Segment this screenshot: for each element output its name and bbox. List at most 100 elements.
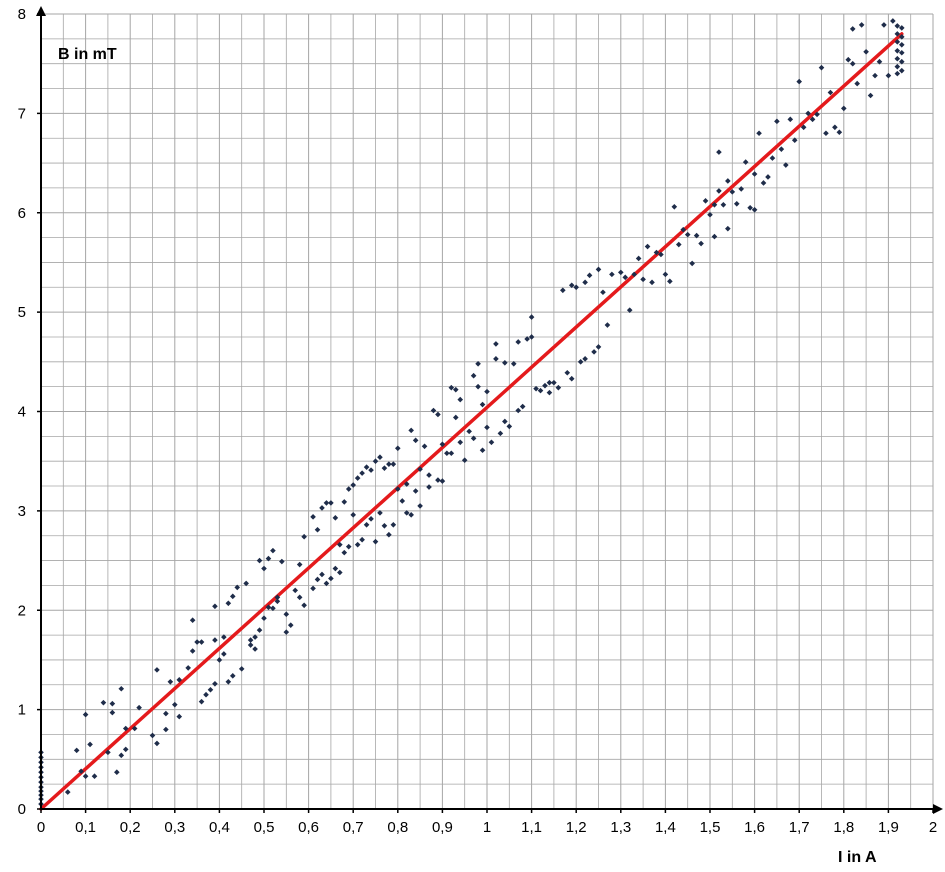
data-point	[898, 49, 905, 56]
data-point	[363, 521, 370, 528]
data-point	[189, 617, 196, 623]
x-tick-label: 0,2	[120, 819, 141, 836]
data-point	[577, 359, 584, 365]
data-point	[332, 565, 339, 572]
data-point	[898, 42, 905, 48]
data-point	[212, 680, 218, 687]
data-point	[546, 379, 553, 386]
x-axis-arrow	[933, 804, 943, 814]
data-point	[408, 427, 414, 434]
data-point	[640, 276, 646, 283]
data-point	[341, 549, 348, 556]
data-point	[163, 710, 169, 717]
data-point	[261, 565, 267, 572]
data-point	[354, 475, 361, 481]
data-point	[832, 124, 838, 131]
data-point	[582, 356, 588, 362]
data-point	[292, 587, 299, 594]
data-point	[452, 386, 459, 393]
data-point	[412, 437, 419, 444]
data-point	[207, 686, 214, 693]
data-point	[841, 105, 847, 112]
data-point	[426, 472, 432, 478]
data-point	[176, 713, 183, 720]
x-tick-label: 1,7	[789, 819, 810, 836]
data-point	[229, 673, 236, 679]
data-point	[827, 89, 834, 96]
data-point	[720, 202, 727, 208]
data-point	[515, 407, 522, 414]
data-point	[350, 512, 356, 518]
data-point	[528, 314, 535, 320]
fit-line-layer	[39, 32, 904, 811]
data-point	[296, 561, 303, 568]
x-tick-label: 1,1	[521, 819, 542, 836]
data-point	[109, 709, 116, 716]
data-point	[417, 466, 423, 472]
x-tick-label: 1,4	[655, 819, 676, 836]
data-point	[591, 349, 597, 355]
data-point	[680, 226, 687, 233]
data-point	[898, 67, 905, 74]
data-point	[154, 667, 160, 673]
data-point	[314, 576, 321, 583]
data-point	[885, 72, 892, 79]
data-point	[372, 458, 379, 464]
data-point	[381, 465, 388, 471]
data-point	[439, 478, 446, 484]
data-point	[319, 505, 325, 511]
data-point	[368, 516, 374, 522]
data-point	[212, 603, 218, 610]
data-point	[323, 500, 330, 506]
data-point	[519, 403, 526, 410]
data-point	[381, 522, 388, 529]
data-point	[337, 569, 343, 576]
data-point	[898, 34, 905, 40]
data-point	[475, 383, 481, 390]
data-point	[270, 605, 276, 612]
data-point	[345, 543, 352, 550]
data-point	[626, 307, 633, 313]
y-tick-label: 6	[18, 205, 26, 222]
data-point	[359, 536, 365, 543]
data-point	[774, 118, 780, 125]
data-point	[198, 639, 205, 645]
data-point	[185, 665, 191, 671]
x-tick-label: 0,9	[432, 819, 453, 836]
data-point	[894, 70, 901, 77]
data-point	[109, 700, 116, 707]
data-point	[814, 111, 820, 118]
data-point	[256, 557, 263, 564]
data-point	[426, 484, 432, 490]
data-point	[444, 450, 450, 457]
data-point	[466, 428, 472, 435]
data-point	[328, 500, 334, 506]
data-point	[595, 266, 602, 273]
data-point	[421, 443, 428, 450]
data-point	[671, 203, 678, 210]
data-point	[711, 202, 718, 208]
data-point	[845, 56, 852, 63]
data-point	[122, 746, 129, 753]
data-point	[403, 510, 410, 516]
data-point	[457, 396, 464, 403]
y-tick-label: 1	[18, 702, 26, 719]
data-point	[546, 389, 553, 396]
y-axis-title: B in mT	[58, 46, 117, 63]
x-tick-label: 0,5	[254, 819, 275, 836]
data-point	[738, 186, 745, 192]
data-point	[881, 22, 887, 28]
data-point	[470, 435, 477, 442]
data-point	[769, 155, 776, 161]
data-point	[537, 387, 544, 394]
data-point	[448, 450, 455, 457]
data-point	[359, 470, 365, 476]
data-point	[479, 447, 486, 454]
data-point	[644, 243, 651, 250]
data-point	[234, 584, 241, 591]
data-point	[395, 445, 401, 452]
x-tick-label: 0,6	[298, 819, 319, 836]
data-point	[412, 488, 419, 494]
data-point	[791, 137, 798, 144]
y-tick-label: 4	[18, 404, 26, 421]
